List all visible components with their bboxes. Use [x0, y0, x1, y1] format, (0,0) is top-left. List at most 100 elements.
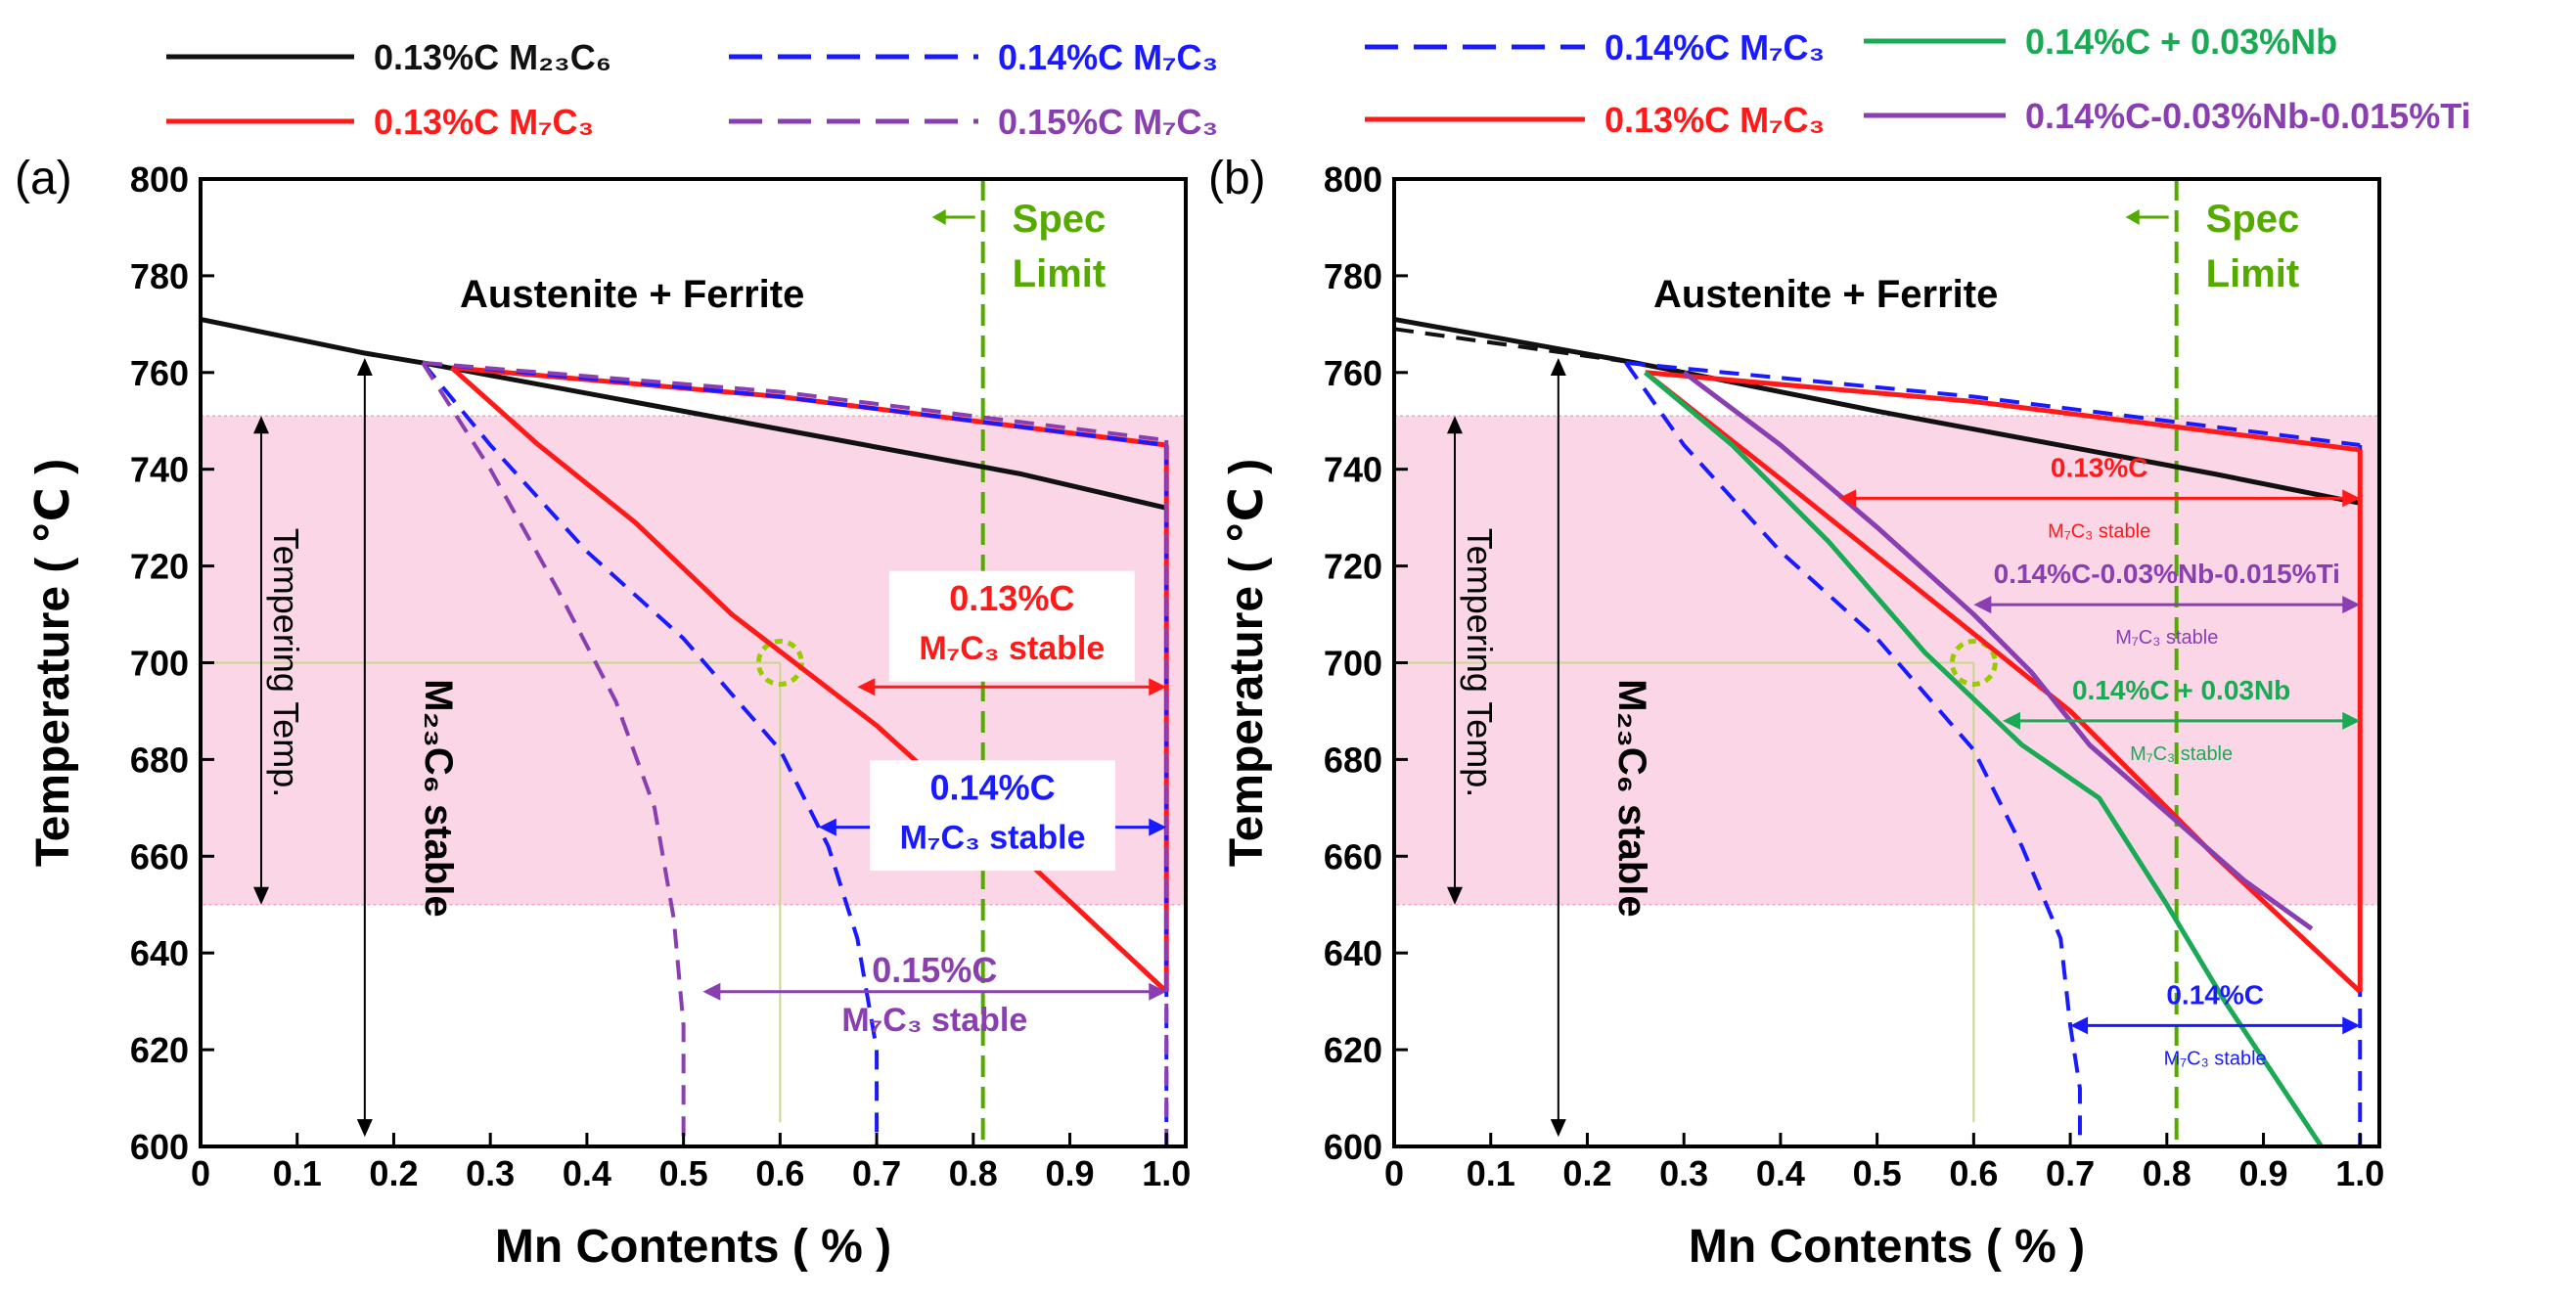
- annotation-subtitle: M₇C₃ stable: [2115, 627, 2218, 649]
- spec-limit-label: Limit: [1013, 252, 1107, 295]
- y-tick-label: 700: [130, 644, 189, 684]
- y-tick-label: 720: [130, 547, 189, 587]
- series-line-3: [1625, 360, 2361, 447]
- annotation-subtitle: M₇C₃ stable: [2048, 520, 2150, 542]
- panel-a: Spec Limit 0.13%C M₇C₃ stable 0.14%C M₇C₃ sta…: [15, 37, 1218, 1273]
- tempering-range-arrow-head-bottom: [253, 886, 269, 905]
- m23c6-range-arrow-head-bottom: [1550, 1119, 1566, 1138]
- annotation-arrowhead-right: [1149, 678, 1167, 696]
- annotation-title: 0.13%C: [949, 578, 1074, 618]
- m23c6-range-arrow-head-top: [356, 357, 373, 376]
- series-line-2: [1624, 361, 2082, 1146]
- x-tick-label: 0.7: [2046, 1153, 2095, 1193]
- legend-label: 0.14%C M₇C₃: [998, 37, 1218, 77]
- y-tick-label: 600: [1324, 1127, 1382, 1167]
- spec-limit-label: Spec: [2206, 198, 2300, 241]
- y-tick-label: 740: [1324, 450, 1382, 490]
- x-tick-label: 0.2: [369, 1153, 418, 1193]
- tempering-range-arrow-head-bottom: [1447, 886, 1463, 905]
- series-line-10: [1682, 370, 2314, 931]
- annotation-title: 0.14%C-0.03%Nb-0.015%Ti: [1994, 559, 2340, 589]
- annotation-arrowhead-right: [2342, 489, 2361, 508]
- series-line-7: [421, 361, 686, 1146]
- spec-limit-label: Limit: [2206, 252, 2300, 295]
- annotation-arrowhead-left: [1973, 596, 1992, 614]
- region-label-austenite-ferrite: Austenite + Ferrite: [460, 273, 804, 316]
- x-tick-label: 0.4: [1756, 1153, 1805, 1193]
- annotation-title: 0.15%C: [872, 950, 997, 990]
- series-line-5: [422, 360, 1167, 447]
- y-tick-label: 720: [1324, 547, 1382, 587]
- y-tick-label: 680: [1324, 740, 1382, 780]
- x-tick-label: 0.9: [2239, 1153, 2288, 1193]
- tempering-range-arrow-head-top: [1447, 416, 1463, 434]
- y-tick-label: 700: [1324, 644, 1382, 684]
- legend-label: 0.13%C M₇C₃: [374, 102, 594, 142]
- y-axis-label: Temperature ( ℃ ): [27, 459, 79, 867]
- x-tick-label: 1.0: [1142, 1153, 1191, 1193]
- panel-label: (a): [15, 153, 72, 204]
- guide-point-marker: [1949, 639, 1998, 687]
- annotation-arrowhead-left: [1838, 489, 1857, 508]
- x-tick-label: 0.3: [466, 1153, 515, 1193]
- x-tick-label: 1.0: [2335, 1153, 2384, 1193]
- region-label-m23c6-stable: M₂₃C₆ stable: [1610, 679, 1653, 917]
- x-tick-label: 0.1: [273, 1153, 322, 1193]
- annotation-title: 0.13%C: [2051, 452, 2148, 482]
- series-line-0: [200, 316, 1167, 511]
- annotation-arrowhead-right: [2342, 596, 2361, 614]
- x-tick-label: 0.2: [1562, 1153, 1611, 1193]
- x-tick-label: 0.6: [755, 1153, 804, 1193]
- series-line-1: [1393, 327, 1637, 365]
- annotation-arrowhead-left: [818, 818, 836, 836]
- y-tick-label: 800: [130, 159, 189, 200]
- x-tick-label: 0.1: [1467, 1153, 1515, 1193]
- annotation-arrowhead-left: [702, 982, 721, 1001]
- y-tick-label: 660: [1324, 836, 1382, 876]
- annotation-title: 0.14%C: [930, 768, 1056, 808]
- y-axis-label: Temperature ( ℃ ): [1221, 459, 1273, 867]
- y-tick-label: 600: [130, 1127, 189, 1167]
- region-label-tempering: Tempering Temp.: [266, 528, 306, 797]
- annotation-subtitle: M₇C₃ stable: [900, 820, 1086, 857]
- y-tick-label: 760: [1324, 353, 1382, 393]
- legend-label: 0.13%C M₇C₃: [1604, 100, 1825, 140]
- annotation-arrowhead-left: [857, 678, 876, 696]
- y-tick-label: 800: [1324, 159, 1382, 200]
- region-label-austenite-ferrite: Austenite + Ferrite: [1653, 273, 1998, 316]
- legend-label: 0.14%C-0.03%Nb-0.015%Ti: [2025, 96, 2471, 136]
- legend-label: 0.14%C + 0.03%Nb: [2025, 22, 2337, 62]
- legend-label: 0.13%C M₂₃C₆: [374, 37, 611, 77]
- spec-limit-label: Spec: [1013, 198, 1107, 241]
- y-tick-label: 760: [130, 353, 189, 393]
- series-line-0: [1393, 316, 2361, 506]
- tempering-band: [1393, 415, 2380, 906]
- spec-limit-arrowhead: [2125, 209, 2140, 225]
- x-tick-label: 0: [191, 1153, 210, 1193]
- y-tick-label: 680: [130, 740, 189, 780]
- annotation-subtitle: M₇C₃ stable: [2164, 1048, 2267, 1069]
- legend-label: 0.14%C M₇C₃: [1604, 27, 1825, 67]
- series-line-7: [1645, 370, 2361, 453]
- annotation-title: 0.14%C: [2166, 979, 2264, 1010]
- annotation-arrowhead-left: [2002, 711, 2020, 730]
- series-line-8: [422, 360, 1167, 443]
- x-tick-label: 0.7: [852, 1153, 901, 1193]
- spec-limit-arrowhead: [931, 209, 946, 225]
- x-tick-label: 0.5: [1853, 1153, 1902, 1193]
- y-tick-label: 620: [130, 1030, 189, 1070]
- series-line-9: [1644, 370, 2324, 1148]
- x-tick-label: 0.9: [1046, 1153, 1095, 1193]
- y-tick-label: 640: [1324, 933, 1382, 973]
- x-tick-label: 0.5: [659, 1153, 708, 1193]
- annotation-subtitle: M₇C₃ stable: [841, 1002, 1027, 1039]
- x-tick-label: 0.3: [1659, 1153, 1708, 1193]
- annotation-arrowhead-right: [2342, 711, 2361, 730]
- annotation-box: [870, 760, 1116, 872]
- tempering-range-arrow-head-top: [253, 416, 269, 434]
- annotation-arrowhead-right: [1149, 982, 1167, 1001]
- y-tick-label: 640: [130, 933, 189, 973]
- x-tick-label: 0: [1384, 1153, 1404, 1193]
- y-tick-label: 620: [1324, 1030, 1382, 1070]
